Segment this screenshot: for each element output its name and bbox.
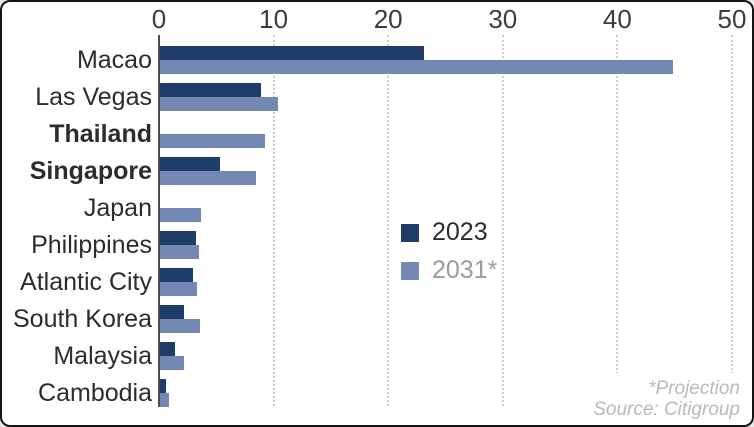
source-credit: Source: Citigroup [593, 399, 740, 420]
x-tick-label-50: 50 [717, 4, 747, 34]
bar-2031-malaysia [160, 356, 185, 370]
bar-2031-japan [160, 208, 202, 222]
x-tick-label-10: 10 [259, 4, 289, 34]
bar-2031-cambodia [160, 393, 170, 407]
category-label-philippines: Philippines [31, 231, 152, 259]
legend-item-2023: 2023 [401, 218, 497, 247]
y-axis-line [158, 35, 160, 407]
x-tick-label-20: 20 [373, 4, 403, 34]
legend-label-2023: 2023 [432, 218, 488, 246]
gridline-30 [501, 35, 504, 406]
x-tick-label-0: 0 [151, 4, 167, 34]
legend-swatch-2031 [401, 261, 419, 280]
bar-2023-cambodia [160, 379, 166, 393]
bar-2031-macao [160, 60, 674, 74]
legend-swatch-2023 [401, 223, 419, 242]
gridline-10 [272, 35, 275, 406]
legend-label-2031: 2031* [432, 256, 498, 284]
category-label-macao: Macao [76, 46, 152, 74]
bar-2031-las-vegas [160, 97, 279, 111]
bar-2023-singapore [160, 157, 220, 171]
bar-2031-south-korea [160, 319, 201, 333]
source-note: *Projection Source: Citigroup [579, 373, 746, 423]
projection-note: *Projection [648, 378, 740, 399]
bar-2023-south-korea [160, 305, 185, 319]
legend: 2023 2031* [401, 218, 497, 294]
bar-2031-atlantic-city [160, 282, 197, 296]
bar-2023-macao [160, 46, 424, 60]
bar-2031-singapore [160, 171, 257, 185]
x-tick-label-30: 30 [488, 4, 518, 34]
gridline-40 [616, 35, 619, 406]
category-label-cambodia: Cambodia [38, 379, 152, 407]
legend-item-2031: 2031* [401, 256, 497, 285]
category-label-atlantic-city: Atlantic City [20, 268, 152, 296]
gridline-20 [387, 35, 390, 406]
bar-2023-philippines [160, 231, 196, 245]
category-label-malaysia: Malaysia [53, 342, 152, 370]
bar-2023-las-vegas [160, 83, 261, 97]
category-label-japan: Japan [83, 194, 152, 222]
category-label-thailand: Thailand [49, 120, 152, 148]
bar-2023-atlantic-city [160, 268, 194, 282]
category-label-las-vegas: Las Vegas [35, 83, 152, 111]
category-label-south-korea: South Korea [13, 305, 152, 333]
x-tick-label-40: 40 [602, 4, 632, 34]
bar-2031-thailand [160, 134, 266, 148]
category-label-singapore: Singapore [29, 157, 152, 185]
gridline-50 [731, 35, 733, 406]
bar-2023-malaysia [160, 342, 175, 356]
bar-2031-philippines [160, 245, 199, 259]
